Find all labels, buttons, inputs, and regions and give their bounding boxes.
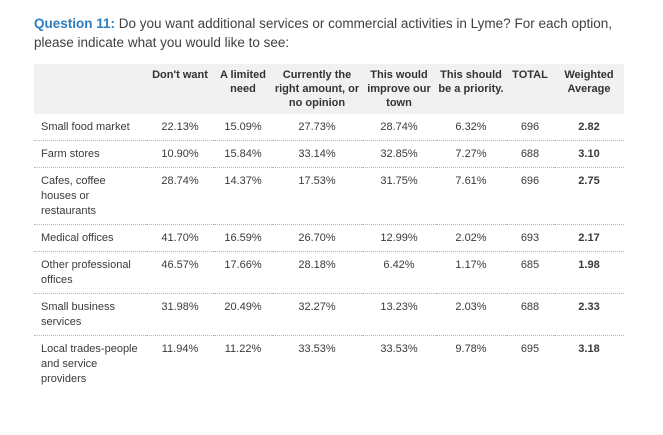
table-row: Cafes, coffee houses or restaurants 28.7… — [34, 167, 624, 225]
table-cell: 33.53% — [380, 343, 418, 355]
table-row: Other professional offices 46.57% 17.66%… — [34, 251, 624, 294]
table-row: Small business services 31.98% 20.49% 32… — [34, 293, 624, 336]
row-label-header — [34, 64, 146, 114]
row-label: Farm stores — [34, 140, 146, 168]
survey-results-table: Don't want A limited need Currently the … — [34, 64, 624, 392]
column-header: Weighted Average — [554, 64, 624, 114]
column-header: This would improve our town — [362, 64, 436, 114]
weighted-average-cell: 2.17 — [554, 224, 624, 252]
total-cell: 696 — [506, 167, 554, 225]
table-row: Medical offices 41.70% 16.59% 26.70% 12.… — [34, 224, 624, 252]
column-header: This should be a priority. — [436, 64, 506, 114]
row-label: Cafes, coffee houses or restaurants — [34, 167, 146, 225]
total-cell: 688 — [506, 293, 554, 336]
total-cell: 693 — [506, 224, 554, 252]
row-label: Small business services — [34, 293, 146, 336]
table-cell: 28.74% — [146, 167, 214, 225]
column-header: A limited need — [214, 64, 272, 114]
table-cell: 10.90% — [146, 140, 214, 168]
table-cell: 7.27% — [436, 140, 506, 168]
table-cell: 11.22% — [224, 343, 262, 355]
table-cell: 22.13% — [146, 114, 214, 141]
table-cell: 2.03% — [436, 293, 506, 336]
weighted-average-cell: 2.33 — [554, 293, 624, 336]
table-cell: 41.70% — [146, 224, 214, 252]
table-cell: 17.53% — [272, 167, 362, 225]
table-cell: 12.99% — [362, 224, 436, 252]
weighted-average-cell: 2.82 — [554, 114, 624, 141]
table-cell: 6.42% — [362, 251, 436, 294]
table-cell: 6.32% — [436, 114, 506, 141]
row-label: Local trades-people and service provider… — [41, 343, 138, 385]
question-number: Question 11: — [34, 16, 116, 31]
weighted-average-cell: 3.18 — [578, 343, 600, 355]
table-cell: 2.02% — [436, 224, 506, 252]
table-cell: 11.94% — [161, 343, 199, 355]
column-header: TOTAL — [506, 64, 554, 114]
table-cell: 14.37% — [214, 167, 272, 225]
table-cell: 16.59% — [214, 224, 272, 252]
weighted-average-cell: 3.10 — [554, 140, 624, 168]
table-cell: 20.49% — [214, 293, 272, 336]
total-cell: 696 — [506, 114, 554, 141]
row-label: Medical offices — [34, 224, 146, 252]
table-cell: 15.09% — [214, 114, 272, 141]
total-cell: 688 — [506, 140, 554, 168]
question-heading: Question 11: Do you want additional serv… — [34, 14, 634, 52]
row-label: Small food market — [34, 114, 146, 141]
table-header-row: Don't want A limited need Currently the … — [34, 64, 624, 114]
total-cell: 685 — [506, 251, 554, 294]
row-label: Other professional offices — [34, 251, 146, 294]
table-cell: 17.66% — [214, 251, 272, 294]
table-row: Local trades-people and service provider… — [34, 336, 624, 393]
table-row: Farm stores 10.90% 15.84% 33.14% 32.85% … — [34, 140, 624, 168]
table-cell: 32.27% — [272, 293, 362, 336]
table-cell: 1.17% — [436, 251, 506, 294]
table-cell: 26.70% — [272, 224, 362, 252]
table-cell: 33.53% — [298, 343, 336, 355]
table-cell: 28.74% — [362, 114, 436, 141]
table-cell: 28.18% — [272, 251, 362, 294]
table-cell: 13.23% — [362, 293, 436, 336]
table-cell: 31.98% — [146, 293, 214, 336]
table-cell: 9.78% — [455, 343, 487, 355]
table-cell: 46.57% — [146, 251, 214, 294]
column-header: Currently the right amount, or no opinio… — [272, 64, 362, 114]
column-header: Don't want — [146, 64, 214, 114]
table-cell: 33.14% — [272, 140, 362, 168]
table-row: Small food market 22.13% 15.09% 27.73% 2… — [34, 114, 624, 141]
weighted-average-cell: 2.75 — [554, 167, 624, 225]
table-cell: 27.73% — [272, 114, 362, 141]
table-cell: 31.75% — [362, 167, 436, 225]
question-text: Do you want additional services or comme… — [34, 16, 612, 50]
table-cell: 7.61% — [436, 167, 506, 225]
total-cell: 695 — [520, 343, 540, 355]
table-cell: 15.84% — [214, 140, 272, 168]
weighted-average-cell: 1.98 — [554, 251, 624, 294]
table-cell: 32.85% — [362, 140, 436, 168]
